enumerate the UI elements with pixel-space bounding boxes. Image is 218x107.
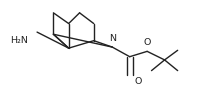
Text: O: O — [135, 77, 142, 86]
Text: O: O — [143, 38, 151, 47]
Text: N: N — [109, 34, 116, 43]
Text: H₂N: H₂N — [10, 36, 28, 45]
